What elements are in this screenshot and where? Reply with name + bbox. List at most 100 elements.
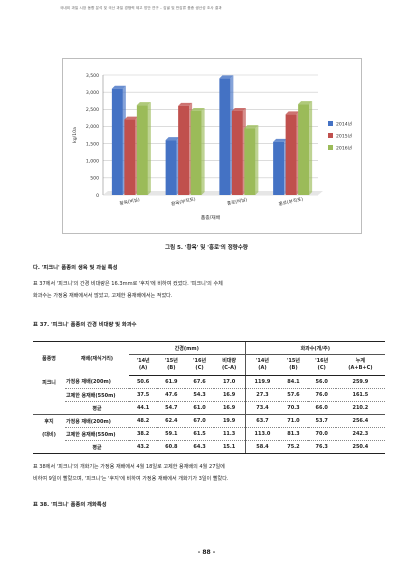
y-tick-label: 3,500 [86, 73, 99, 79]
bar [273, 141, 285, 195]
cell-value: 73.4 [244, 401, 280, 415]
cell-value: 58.4 [244, 440, 280, 454]
bar-side [147, 102, 151, 195]
cell-value: 81.3 [279, 427, 308, 441]
cell-value: 61.5 [185, 427, 214, 441]
header-method: 재배(재식거리) [65, 341, 129, 376]
cell-value: 57.6 [279, 388, 308, 402]
subheader-cell: '16년 (C) [307, 354, 336, 376]
table-title-flowering: 표 38. '피크니' 품종의 개화특성 [33, 502, 107, 508]
cell-value: 19.9 [213, 414, 246, 428]
cell-value: 61.0 [185, 401, 214, 415]
cell-value: 59.1 [157, 427, 186, 441]
cell-value: 84.1 [287, 379, 300, 385]
bar [178, 105, 190, 195]
y-tick-label: 2,500 [86, 107, 99, 113]
table-title: 표 37. '피크니' 품종의 간경 비대량 및 화과수 [33, 322, 137, 328]
bar-top [285, 111, 300, 115]
bar [136, 105, 148, 195]
cell-value: 50.6 [136, 379, 150, 385]
x-tick-label: 홍로(비닐) [226, 196, 248, 207]
legend-swatch [328, 145, 333, 150]
bar-top [178, 102, 193, 106]
table-row: 평균 43.2 60.8 64.3 15.1 58.4 75.2 76.3 250.4 [33, 440, 385, 454]
y-tick-label: 0 [96, 193, 99, 199]
header-flower: 화과수(개/주) [244, 341, 385, 355]
cell-value: 250.4 [335, 440, 385, 454]
cell-value: 67.0 [185, 414, 214, 428]
cell-value: 67.6 [193, 379, 206, 385]
bar-side [309, 101, 313, 195]
growth-table: 품종명 재배(재식거리) 간경(mm) 화과수(개/주) '14년 (A) '15… [33, 341, 385, 454]
bar-top [298, 101, 313, 105]
cell-method: 평균 [65, 440, 129, 454]
bar-top [124, 116, 139, 120]
y-tick-label: 500 [90, 176, 99, 182]
table-row: 평균 44.1 54.7 61.0 16.9 73.4 70.3 66.0 210.2 [33, 401, 385, 415]
header-variety: 품종명 [33, 341, 65, 376]
page-number: - 88 - [197, 549, 216, 556]
cell-value: 63.7 [244, 414, 280, 428]
cell-value: 53.7 [307, 414, 336, 428]
cell-value: 16.9 [213, 388, 246, 402]
subheader-cell: '15년 (B) [279, 354, 308, 376]
cell-value: 76.0 [307, 388, 336, 402]
running-header: 국내외 과일 시장 동향 분석 및 국산 과일 경쟁력 제고 방안 연구 – 감… [60, 6, 222, 10]
bar [124, 119, 136, 195]
section-heading-growth: 다. '피크니' 품종의 생육 및 과실 특성 [33, 265, 118, 271]
cell-variety: (대비) [42, 431, 56, 438]
cell-value: 242.3 [335, 427, 385, 441]
paragraph-line: 표 38에서 '피크니'의 개화기는 가정용 재배에서 4월 18일로 고제한 … [33, 464, 225, 470]
subheader-cell: '15년 (B) [157, 354, 186, 376]
table-row: 고제한 용재배(550m) 37.5 47.6 54.3 16.9 27.3 57.6 76.… [33, 388, 385, 402]
paragraph-flowering: 표 38에서 '피크니'의 개화기는 가정용 재배에서 4월 18일로 고제한 … [33, 461, 388, 485]
cell-value: 17.0 [222, 379, 236, 385]
cell-value: 61.9 [165, 379, 178, 385]
cell-value: 161.5 [335, 388, 385, 402]
figure-caption: 그림 5. '황옥' 및 '홍로'의 정량수량 [165, 245, 248, 251]
paragraph-growth: 표 37에서 '피크니'의 간경 비대량은 16.3mm로 '후지'에 비하여 … [33, 278, 388, 302]
bar [231, 111, 243, 195]
bar-top [244, 125, 259, 129]
subheader-cell: '16년 (C) [185, 354, 214, 376]
cell-value: 47.6 [157, 388, 186, 402]
chart-floor [103, 191, 323, 195]
bar-top [231, 108, 246, 111]
cell-method: 고제한 용재배(550m) [65, 388, 129, 402]
bar [190, 111, 202, 195]
cell-method: 가정용 재배(200m) [65, 414, 129, 428]
cell-value: 259.9 [352, 379, 369, 385]
y-tick-label: 1,000 [86, 159, 99, 165]
chart-container: 0 500 1,000 1,500 2,000 2,500 3,000 3,500 kg/10a… [62, 58, 362, 234]
y-tick-label: 2,000 [86, 124, 99, 130]
cell-value: 119.9 [244, 375, 280, 389]
cell-value: 38.2 [129, 427, 158, 441]
bar [244, 128, 256, 195]
table-header-row: 품종명 재배(재식거리) 간경(mm) 화과수(개/주) [33, 341, 385, 376]
x-tick-label: 황옥(비닐) [119, 196, 141, 207]
cell-value: 64.3 [185, 440, 214, 454]
legend-label: 2015년 [336, 133, 352, 140]
cell-variety: 피크니 [42, 379, 56, 386]
bar [111, 88, 123, 195]
y-axis-label: kg/10a [72, 127, 78, 143]
bar-top [111, 85, 126, 89]
cell-value: 62.4 [157, 414, 186, 428]
cell-value: 54.7 [157, 401, 186, 415]
y-tick-label: 3,000 [86, 90, 99, 96]
cell-value: 75.2 [279, 440, 308, 454]
cell-value: 71.0 [279, 414, 308, 428]
bar-top [136, 102, 151, 106]
cell-method: 평균 [65, 401, 129, 415]
cell-value: 56.0 [315, 379, 328, 385]
cell-value: 54.3 [185, 388, 214, 402]
cell-value: 11.3 [213, 427, 246, 441]
bar [165, 140, 177, 195]
cell-value: 16.9 [213, 401, 246, 415]
paragraph-line: 표 37에서 '피크니'의 간경 비대량은 16.3mm로 '후지'에 비하여 … [33, 281, 223, 287]
y-tick-label: 1,500 [86, 141, 99, 147]
cell-variety: 후지 [33, 414, 65, 428]
bar-top [273, 138, 288, 142]
cell-method: 고제한 용재배(550m) [65, 427, 129, 441]
